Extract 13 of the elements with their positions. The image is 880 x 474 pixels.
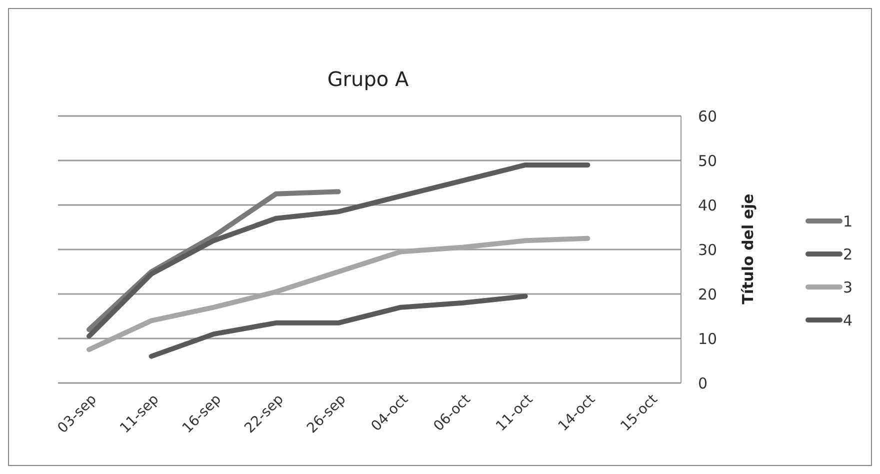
y-tick-label: 0 (698, 374, 708, 392)
y-axis-title: Título del eje (739, 194, 757, 304)
y-tick-label: 20 (698, 285, 718, 304)
legend-label: 2 (843, 245, 853, 264)
chart-title: Grupo A (327, 67, 409, 91)
y-tick-label: 40 (698, 196, 718, 214)
y-tick-label: 10 (698, 330, 718, 348)
y-tick-label: 50 (698, 152, 718, 170)
legend-label: 3 (843, 278, 853, 296)
y-tick-label: 60 (698, 107, 718, 126)
legend-label: 4 (843, 311, 853, 330)
y-tick-label: 30 (698, 240, 718, 259)
legend-label: 1 (843, 212, 853, 230)
